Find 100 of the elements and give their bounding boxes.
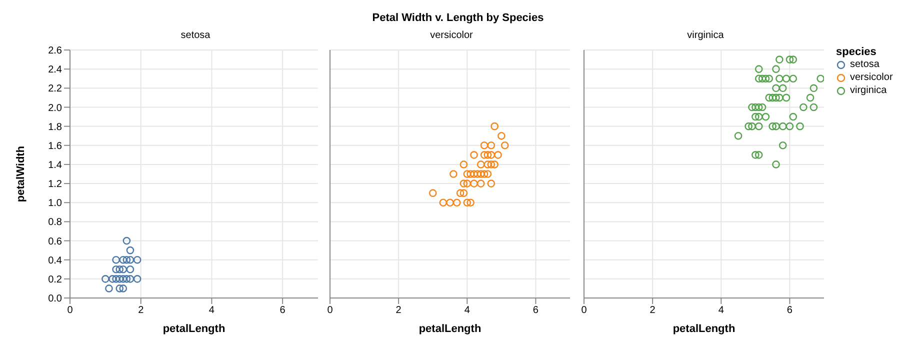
point — [470, 170, 478, 178]
x-tick-label: 4 — [464, 305, 470, 316]
point — [762, 112, 770, 121]
point — [470, 151, 478, 159]
point — [754, 74, 763, 83]
point — [762, 74, 770, 83]
point — [800, 103, 808, 112]
point — [765, 94, 774, 102]
y-tick-label: 1.6 — [48, 140, 62, 152]
point — [119, 265, 128, 274]
point — [789, 56, 798, 64]
point — [474, 170, 482, 178]
x-tick-label: 4 — [208, 305, 215, 316]
y-tick-label: 0.2 — [48, 274, 62, 286]
chart-subtitle: setosa — [180, 30, 212, 41]
point — [470, 180, 478, 188]
point — [772, 84, 780, 92]
y-tick-label: 2.2 — [48, 84, 62, 95]
point — [752, 103, 760, 112]
point — [460, 189, 468, 197]
point — [116, 265, 124, 274]
y-tick-label: 1.4 — [48, 160, 62, 172]
point — [776, 74, 784, 83]
point — [463, 180, 472, 188]
x-axis-title: petalLength — [162, 323, 226, 335]
x-tick-label: 0 — [581, 305, 588, 316]
point — [456, 189, 464, 197]
point — [133, 256, 142, 264]
y-tick-label: 0.8 — [48, 217, 62, 228]
y-tick-label: 0.6 — [48, 236, 62, 248]
point — [786, 56, 794, 64]
x-tick-label: 6 — [786, 305, 793, 316]
point — [789, 112, 798, 121]
point — [768, 94, 776, 102]
point — [446, 198, 454, 207]
point — [748, 122, 756, 130]
legend-label: setosa — [850, 59, 880, 70]
point — [487, 160, 496, 168]
x-tick-label: 2 — [396, 305, 402, 316]
point — [122, 256, 131, 264]
x-axis-title: petalLength — [672, 323, 736, 335]
y-tick-label: 1.0 — [48, 198, 62, 210]
point — [810, 84, 818, 92]
x-axis-title: petalLength — [418, 323, 482, 335]
point — [476, 160, 485, 168]
point — [460, 180, 468, 188]
point — [768, 122, 776, 130]
point — [460, 160, 468, 168]
x-tick-label: 0 — [327, 305, 334, 316]
y-tick-label: 2.4 — [48, 64, 62, 76]
point — [778, 122, 787, 130]
y-tick-label: 0.4 — [48, 255, 62, 266]
point — [754, 112, 763, 121]
y-tick-label: 1.2 — [48, 179, 62, 190]
point — [776, 56, 784, 64]
point — [754, 65, 763, 73]
point — [480, 141, 488, 150]
point — [484, 170, 492, 178]
point — [126, 256, 134, 264]
x-tick-label: 4 — [718, 305, 724, 316]
point — [428, 189, 437, 197]
x-tick-label: 6 — [532, 305, 539, 316]
x-tick-label: 6 — [280, 305, 286, 316]
point — [758, 103, 766, 112]
point — [133, 275, 142, 283]
point — [484, 151, 492, 159]
point — [476, 170, 485, 178]
y-tick-label: 2.6 — [48, 46, 62, 57]
point — [490, 160, 498, 168]
y-tick-label: 0.0 — [48, 294, 62, 305]
point — [772, 94, 780, 102]
point — [816, 74, 824, 83]
point — [126, 246, 134, 254]
point — [498, 132, 506, 140]
point — [102, 275, 110, 283]
point — [122, 236, 131, 245]
y-tick-label: 2.0 — [48, 102, 62, 114]
chart-title: Petal Width v. Length by Species — [371, 12, 545, 24]
chart-subtitle: virginica — [686, 30, 725, 41]
point — [126, 275, 134, 283]
point — [487, 180, 496, 188]
legend-title: species — [836, 46, 878, 58]
point — [112, 256, 120, 264]
point — [466, 198, 474, 207]
chart-subtitle: versicolor — [429, 30, 474, 41]
point — [752, 112, 760, 121]
point — [112, 265, 120, 274]
point — [772, 122, 780, 130]
point — [789, 74, 798, 83]
point — [494, 151, 502, 159]
point — [754, 103, 763, 112]
point — [439, 198, 448, 207]
point — [463, 170, 472, 178]
x-tick-label: 0 — [67, 305, 74, 316]
point — [112, 275, 120, 283]
point — [734, 132, 742, 140]
point — [466, 170, 474, 178]
point — [772, 160, 780, 168]
point — [476, 180, 485, 188]
point — [119, 256, 128, 264]
